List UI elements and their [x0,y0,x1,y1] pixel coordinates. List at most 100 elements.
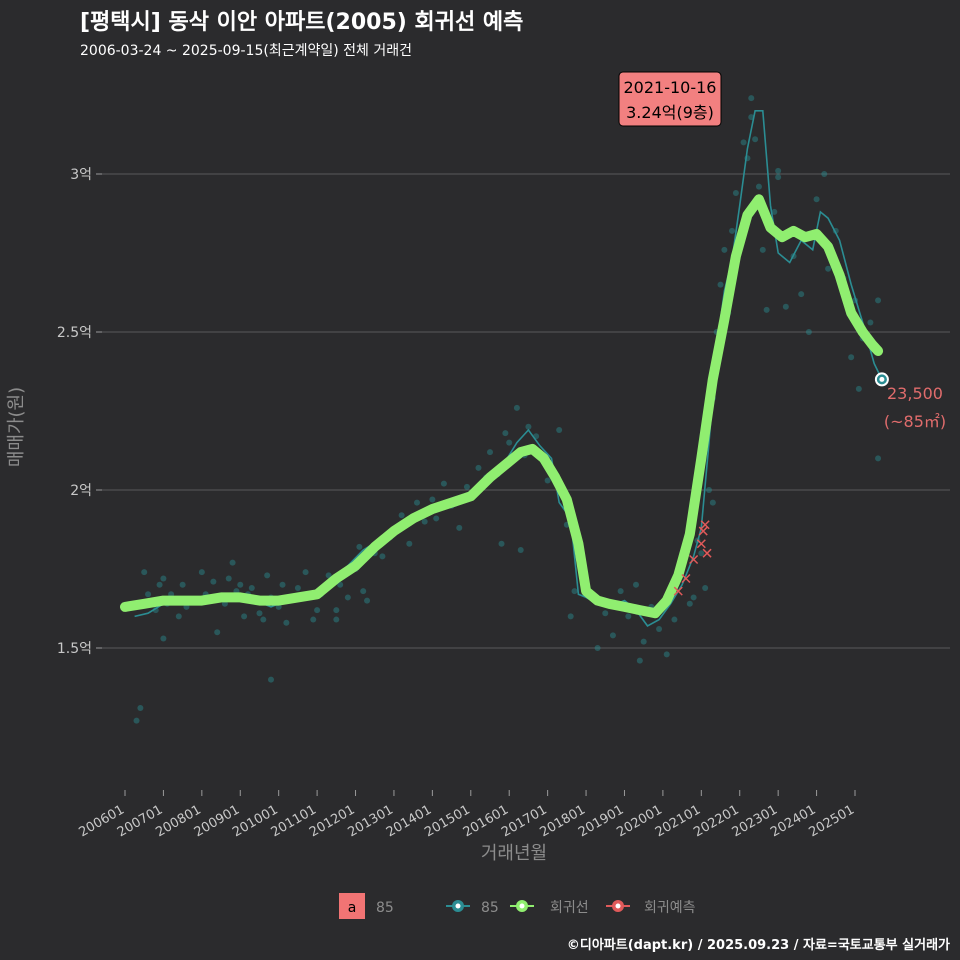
scatter-point [775,167,782,174]
scatter-point [337,581,344,588]
x-tick-labels: 2006012007012008012009012010012011012012… [77,790,857,840]
legend-85-label: 85 [481,900,499,916]
scatter-point [360,588,367,595]
scatter-point [237,581,244,588]
y-tick-label: 2억 [70,483,92,499]
scatter-point [145,591,152,598]
scatter-point [721,246,728,253]
scatter-point [248,584,255,591]
scatter-point [636,657,643,664]
scatter-point [310,616,317,623]
scatter-point [506,439,513,446]
scatter-point [156,581,163,588]
last-price-label: 23,500 [887,384,943,403]
scatter-point [225,575,232,582]
scatter-point [706,487,712,493]
x-axis-title: 거래년월 [481,843,547,864]
scatter-point [771,208,778,215]
scatter-point [294,584,301,591]
legend: a 85 85 회귀선 회귀예측 [339,893,696,919]
scatter-point [421,518,428,525]
scatter-point [429,496,436,503]
scatter-point [256,610,263,617]
y-tick-label: 3억 [70,167,92,183]
forecast-point [689,554,699,565]
scatter-point [732,189,739,196]
scatter-point [463,483,470,490]
scatter-point [175,613,182,620]
scatter-point [609,632,616,639]
scatter-point [440,480,447,487]
scatter-point [137,705,144,712]
scatter-point [867,319,874,326]
scatter-point [875,455,882,462]
scatter-point [759,246,766,253]
max-price-badge: 2021-10-16 3.24억(9층) [618,71,722,127]
scatter-point [633,581,639,588]
regression-path [120,194,884,619]
scatter-point [848,354,855,361]
scatter-point [686,600,693,607]
scatter-point [314,607,321,614]
scatter-point [698,550,705,557]
scatter-point [663,651,670,658]
scatter-point [513,404,520,411]
scatter-point [229,559,236,566]
scatter-point [279,581,286,588]
scatter-point [268,676,274,683]
y-tick-label: 2.5억 [57,325,92,341]
scatter-point [475,464,482,471]
latest-point-dot [879,376,885,382]
legend-regression-label: 회귀선 [550,900,589,916]
scatter-point [594,645,601,651]
scatter-point [702,584,709,591]
chart-title: [평택시] 동삭 이안 아파트(2005) 회귀선 예측 [80,10,524,35]
forecast-point [696,539,706,549]
scatter-point [364,597,371,604]
scatter-point [198,569,205,576]
forecast-point [700,520,710,530]
scatter-point [775,174,782,181]
scatter-point [755,183,762,190]
scatter-point [782,303,789,310]
forecast-point [698,526,708,536]
scatter-point [260,616,267,623]
scatter-point [283,619,290,626]
y-axis-title: 매매가(원) [6,387,27,467]
scatter-point [525,423,532,430]
scatter-point [567,613,574,620]
scatter-point [798,291,805,298]
grid-lines [96,173,950,649]
scatter-point [875,297,882,304]
source-caption: ©디아파트(dapt.kr) / 2025.09.23 / 자료=국토교통부 실… [566,938,950,953]
scatter-point [640,638,647,645]
scatter-point [556,426,563,433]
scatter-point [805,329,812,335]
scatter-point [333,616,340,623]
latest-point [874,372,889,387]
scatter-point [625,613,632,620]
scatter-point [617,588,624,595]
series-85-path [134,110,883,627]
scatter-point [210,578,217,585]
scatter-point [264,572,271,579]
scatter-point [825,265,832,272]
series-85-line [134,110,883,627]
scatter-point [487,449,493,456]
scatter-point [748,95,755,102]
scatter-point [406,540,413,547]
scatter-point [333,607,340,614]
scatter-point [398,512,405,519]
legend-area-badge: a [348,900,357,916]
scatter-point [544,477,551,484]
forecast-point [702,548,712,558]
y-tick-label: 1.5억 [57,641,92,657]
scatter-point [214,629,221,636]
scatter-point [571,588,578,595]
y-tick-labels: 1.5억 2억 2.5억 3억 [57,167,92,657]
scatter-points-85 [133,95,882,724]
scatter-point [813,196,820,203]
scatter-point [821,171,828,177]
scatter-point [456,524,463,531]
